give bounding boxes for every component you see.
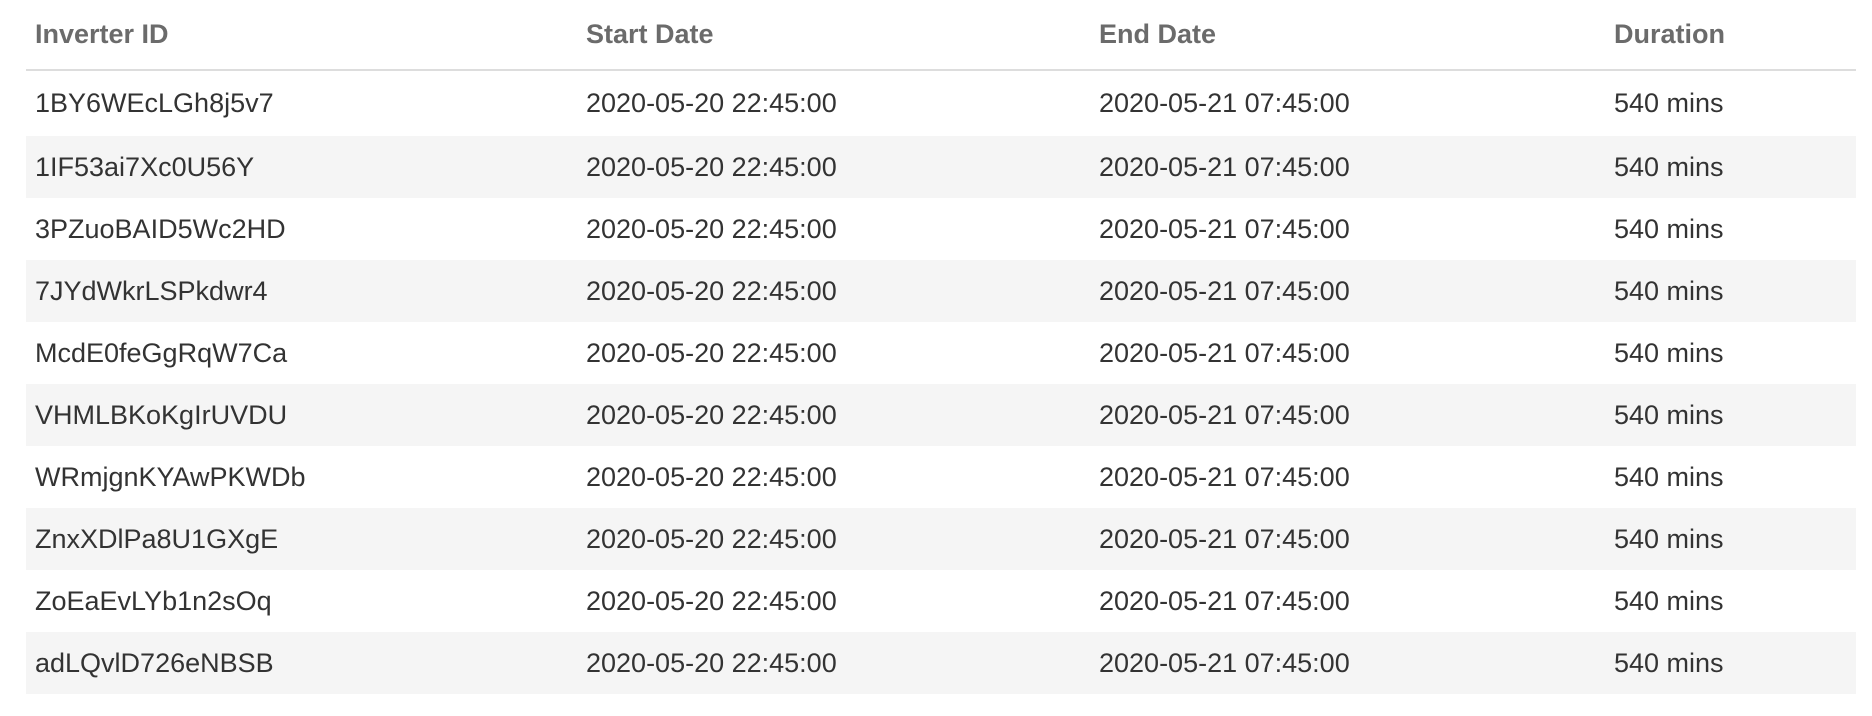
cell-start-date: 2020-05-20 22:45:00 xyxy=(577,508,1090,570)
cell-inverter-id: 1BY6WEcLGh8j5v7 xyxy=(35,88,274,118)
cell-duration: 540 mins xyxy=(1605,632,1856,694)
cell-duration: 540 mins xyxy=(1614,461,1724,492)
column-header-duration[interactable]: Duration xyxy=(1605,0,1856,71)
cell-end-date: 2020-05-21 07:45:00 xyxy=(1090,508,1605,570)
cell-start-date: 2020-05-20 22:45:00 xyxy=(586,337,837,368)
cell-duration: 540 mins xyxy=(1605,260,1856,322)
table-row: WRmjgnKYAwPKWDb 2020-05-20 22:45:00 2020… xyxy=(26,446,1856,508)
cell-inverter-id: VHMLBKoKgIrUVDU xyxy=(26,384,577,446)
cell-duration: 540 mins xyxy=(1605,136,1856,198)
table-row: ZoEaEvLYb1n2sOq 2020-05-20 22:45:00 2020… xyxy=(26,570,1856,632)
cell-duration: 540 mins xyxy=(1614,585,1724,616)
table-row: 1IF53ai7Xc0U56Y 2020-05-20 22:45:00 2020… xyxy=(26,136,1856,198)
cell-start-date: 2020-05-20 22:45:00 xyxy=(577,632,1090,694)
table-row: VHMLBKoKgIrUVDU 2020-05-20 22:45:00 2020… xyxy=(26,384,1856,446)
cell-end-date: 2020-05-21 07:45:00 xyxy=(1099,337,1350,368)
table-header: Inverter ID Start Date End Date Duration xyxy=(26,0,1856,71)
cell-duration: 540 mins xyxy=(1614,88,1724,118)
table-row: 7JYdWkrLSPkdwr4 2020-05-20 22:45:00 2020… xyxy=(26,260,1856,322)
table-body: 1BY6WEcLGh8j5v7 2020-05-20 22:45:00 2020… xyxy=(26,70,1856,694)
cell-inverter-id: WRmjgnKYAwPKWDb xyxy=(35,461,306,492)
cell-duration: 540 mins xyxy=(1605,508,1856,570)
cell-end-date: 2020-05-21 07:45:00 xyxy=(1090,384,1605,446)
cell-inverter-id: ZoEaEvLYb1n2sOq xyxy=(35,585,272,616)
inverter-outage-table: Inverter ID Start Date End Date Duration… xyxy=(26,0,1856,694)
cell-inverter-id: McdE0feGgRqW7Ca xyxy=(35,337,288,368)
cell-inverter-id: adLQvlD726eNBSB xyxy=(26,632,577,694)
table-row: 1BY6WEcLGh8j5v7 2020-05-20 22:45:00 2020… xyxy=(26,70,1856,136)
cell-start-date: 2020-05-20 22:45:00 xyxy=(586,585,837,616)
cell-end-date: 2020-05-21 07:45:00 xyxy=(1099,213,1350,244)
cell-duration: 540 mins xyxy=(1614,337,1724,368)
cell-start-date: 2020-05-20 22:45:00 xyxy=(586,213,837,244)
table-row: ZnxXDlPa8U1GXgE 2020-05-20 22:45:00 2020… xyxy=(26,508,1856,570)
cell-end-date: 2020-05-21 07:45:00 xyxy=(1090,632,1605,694)
cell-duration: 540 mins xyxy=(1614,213,1724,244)
cell-start-date: 2020-05-20 22:45:00 xyxy=(577,260,1090,322)
cell-inverter-id: 7JYdWkrLSPkdwr4 xyxy=(26,260,577,322)
table-row: adLQvlD726eNBSB 2020-05-20 22:45:00 2020… xyxy=(26,632,1856,694)
cell-end-date: 2020-05-21 07:45:00 xyxy=(1099,585,1350,616)
cell-start-date: 2020-05-20 22:45:00 xyxy=(577,136,1090,198)
table-row: 3PZuoBAID5Wc2HD 2020-05-20 22:45:00 2020… xyxy=(26,198,1856,260)
cell-end-date: 2020-05-21 07:45:00 xyxy=(1099,461,1350,492)
inverter-outage-table-container: Inverter ID Start Date End Date Duration… xyxy=(26,0,1856,694)
cell-end-date: 2020-05-21 07:45:00 xyxy=(1090,260,1605,322)
cell-inverter-id: 3PZuoBAID5Wc2HD xyxy=(35,213,286,244)
column-header-inverter-id[interactable]: Inverter ID xyxy=(26,0,577,71)
cell-start-date: 2020-05-20 22:45:00 xyxy=(586,461,837,492)
cell-start-date: 2020-05-20 22:45:00 xyxy=(586,88,837,118)
cell-inverter-id: 1IF53ai7Xc0U56Y xyxy=(26,136,577,198)
table-row: McdE0feGgRqW7Ca 2020-05-20 22:45:00 2020… xyxy=(26,322,1856,384)
cell-inverter-id: ZnxXDlPa8U1GXgE xyxy=(26,508,577,570)
table-header-row: Inverter ID Start Date End Date Duration xyxy=(26,0,1856,71)
column-header-end-date[interactable]: End Date xyxy=(1090,0,1605,71)
column-header-start-date[interactable]: Start Date xyxy=(577,0,1090,71)
cell-end-date: 2020-05-21 07:45:00 xyxy=(1090,136,1605,198)
cell-end-date: 2020-05-21 07:45:00 xyxy=(1099,88,1350,118)
cell-start-date: 2020-05-20 22:45:00 xyxy=(577,384,1090,446)
cell-duration: 540 mins xyxy=(1605,384,1856,446)
